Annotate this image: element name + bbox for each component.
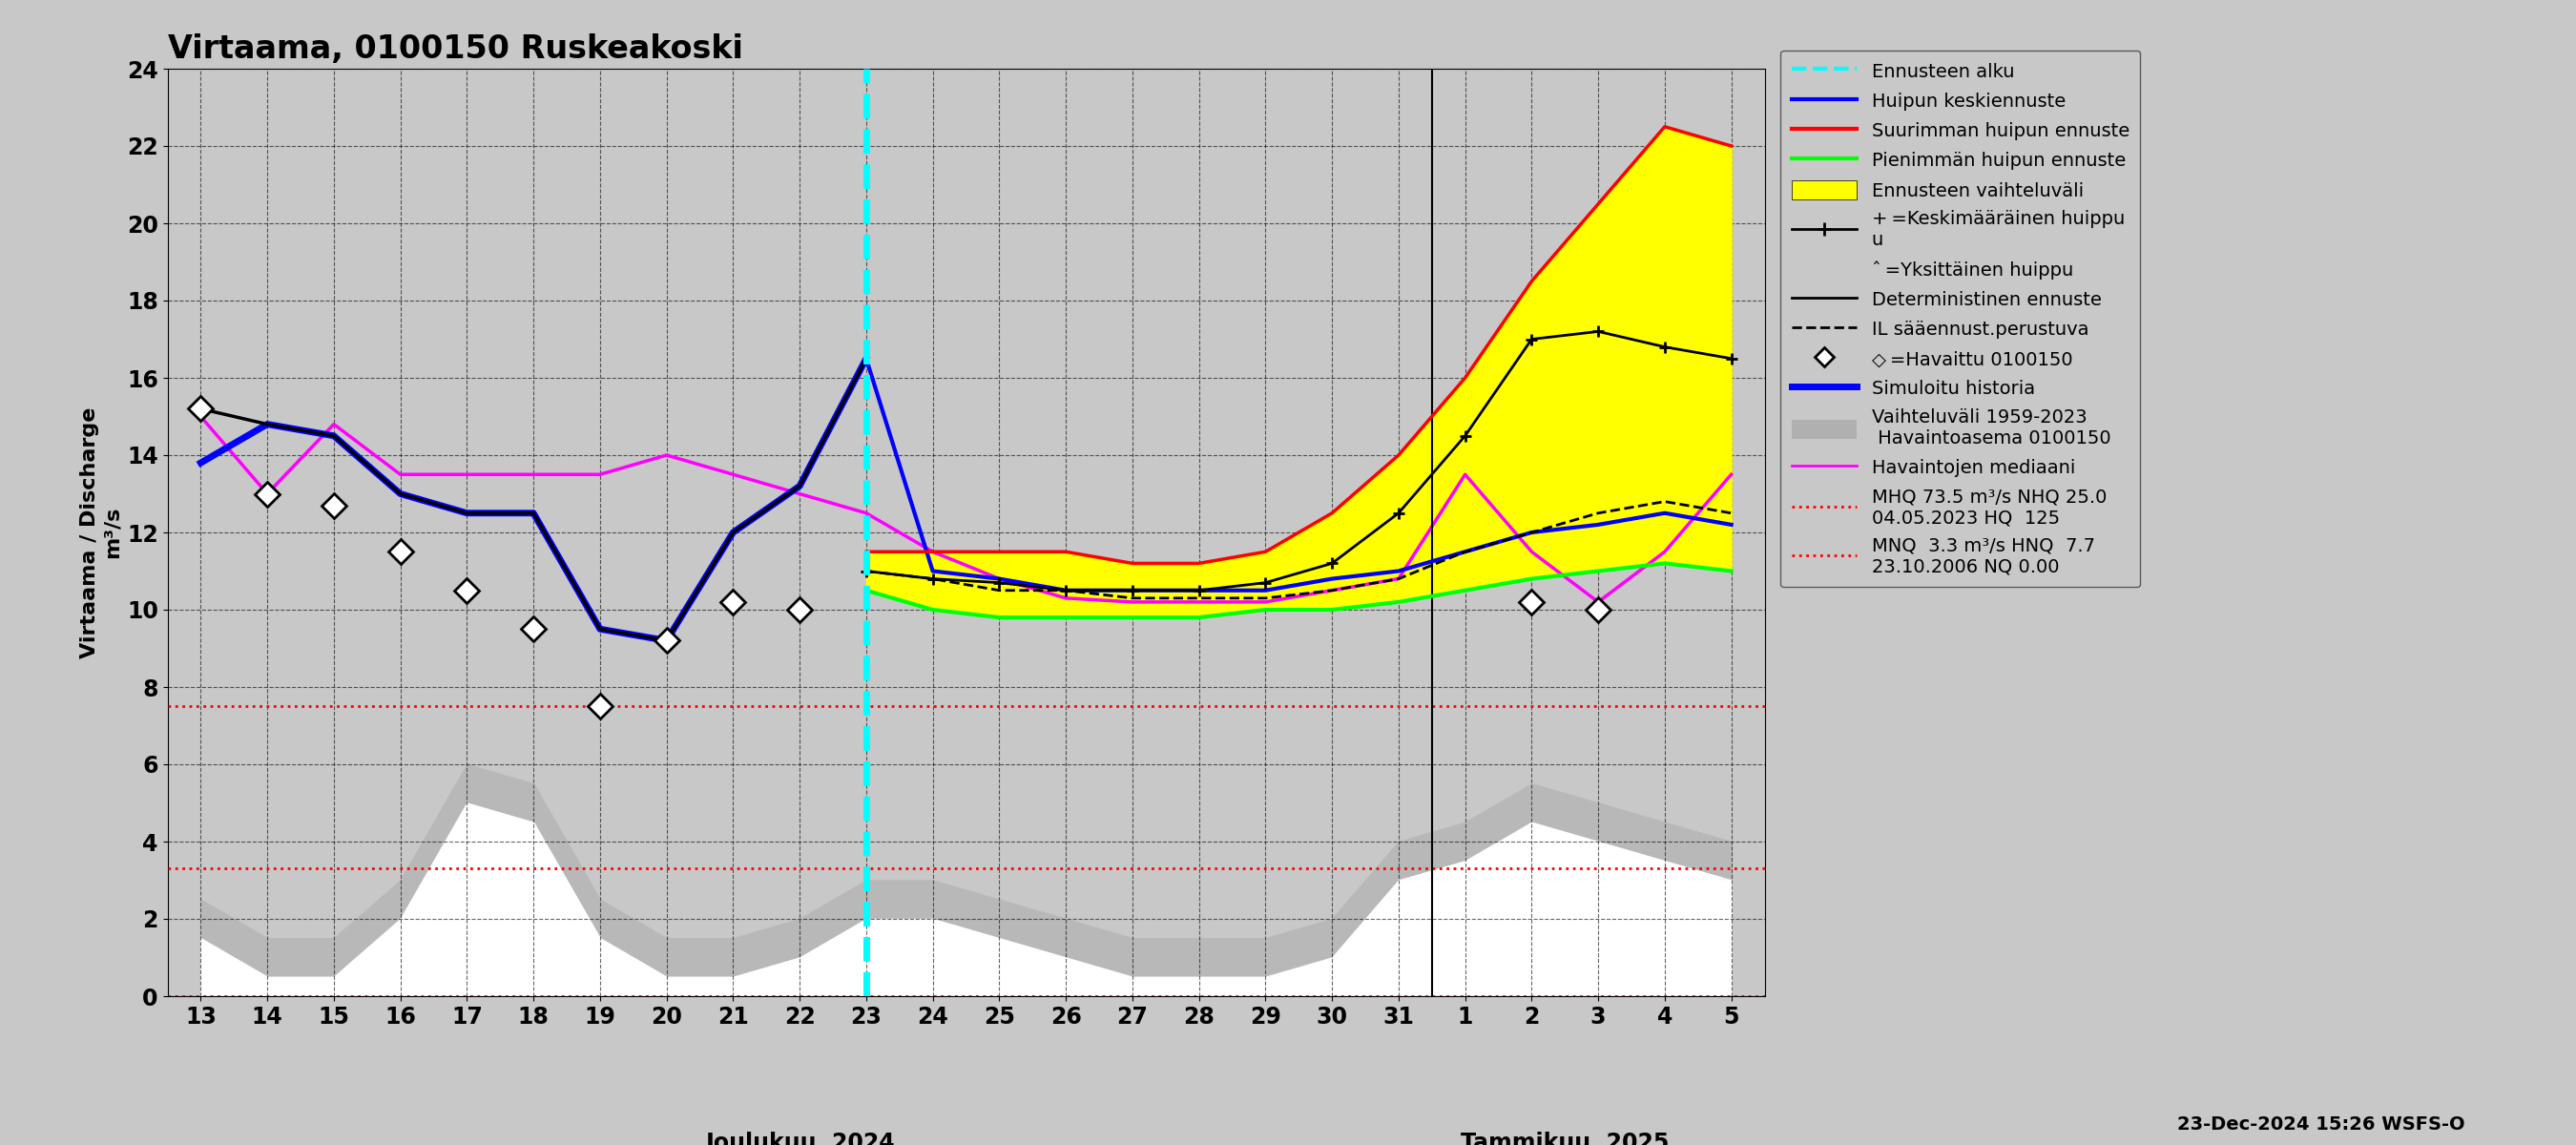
Text: Tammikuu  2025
January: Tammikuu 2025 January: [1461, 1131, 1669, 1145]
Legend: Ennusteen alku, Huipun keskiennuste, Suurimman huipun ennuste, Pienimmän huipun : Ennusteen alku, Huipun keskiennuste, Suu…: [1780, 50, 2141, 587]
Text: Virtaama, 0100150 Ruskeakoski: Virtaama, 0100150 Ruskeakoski: [167, 33, 742, 65]
Text: Joulukuu  2024
December: Joulukuu 2024 December: [706, 1131, 894, 1145]
Text: 23-Dec-2024 15:26 WSFS-O: 23-Dec-2024 15:26 WSFS-O: [2177, 1115, 2465, 1134]
Y-axis label: Virtaama / Discharge
m³/s: Virtaama / Discharge m³/s: [80, 406, 121, 658]
